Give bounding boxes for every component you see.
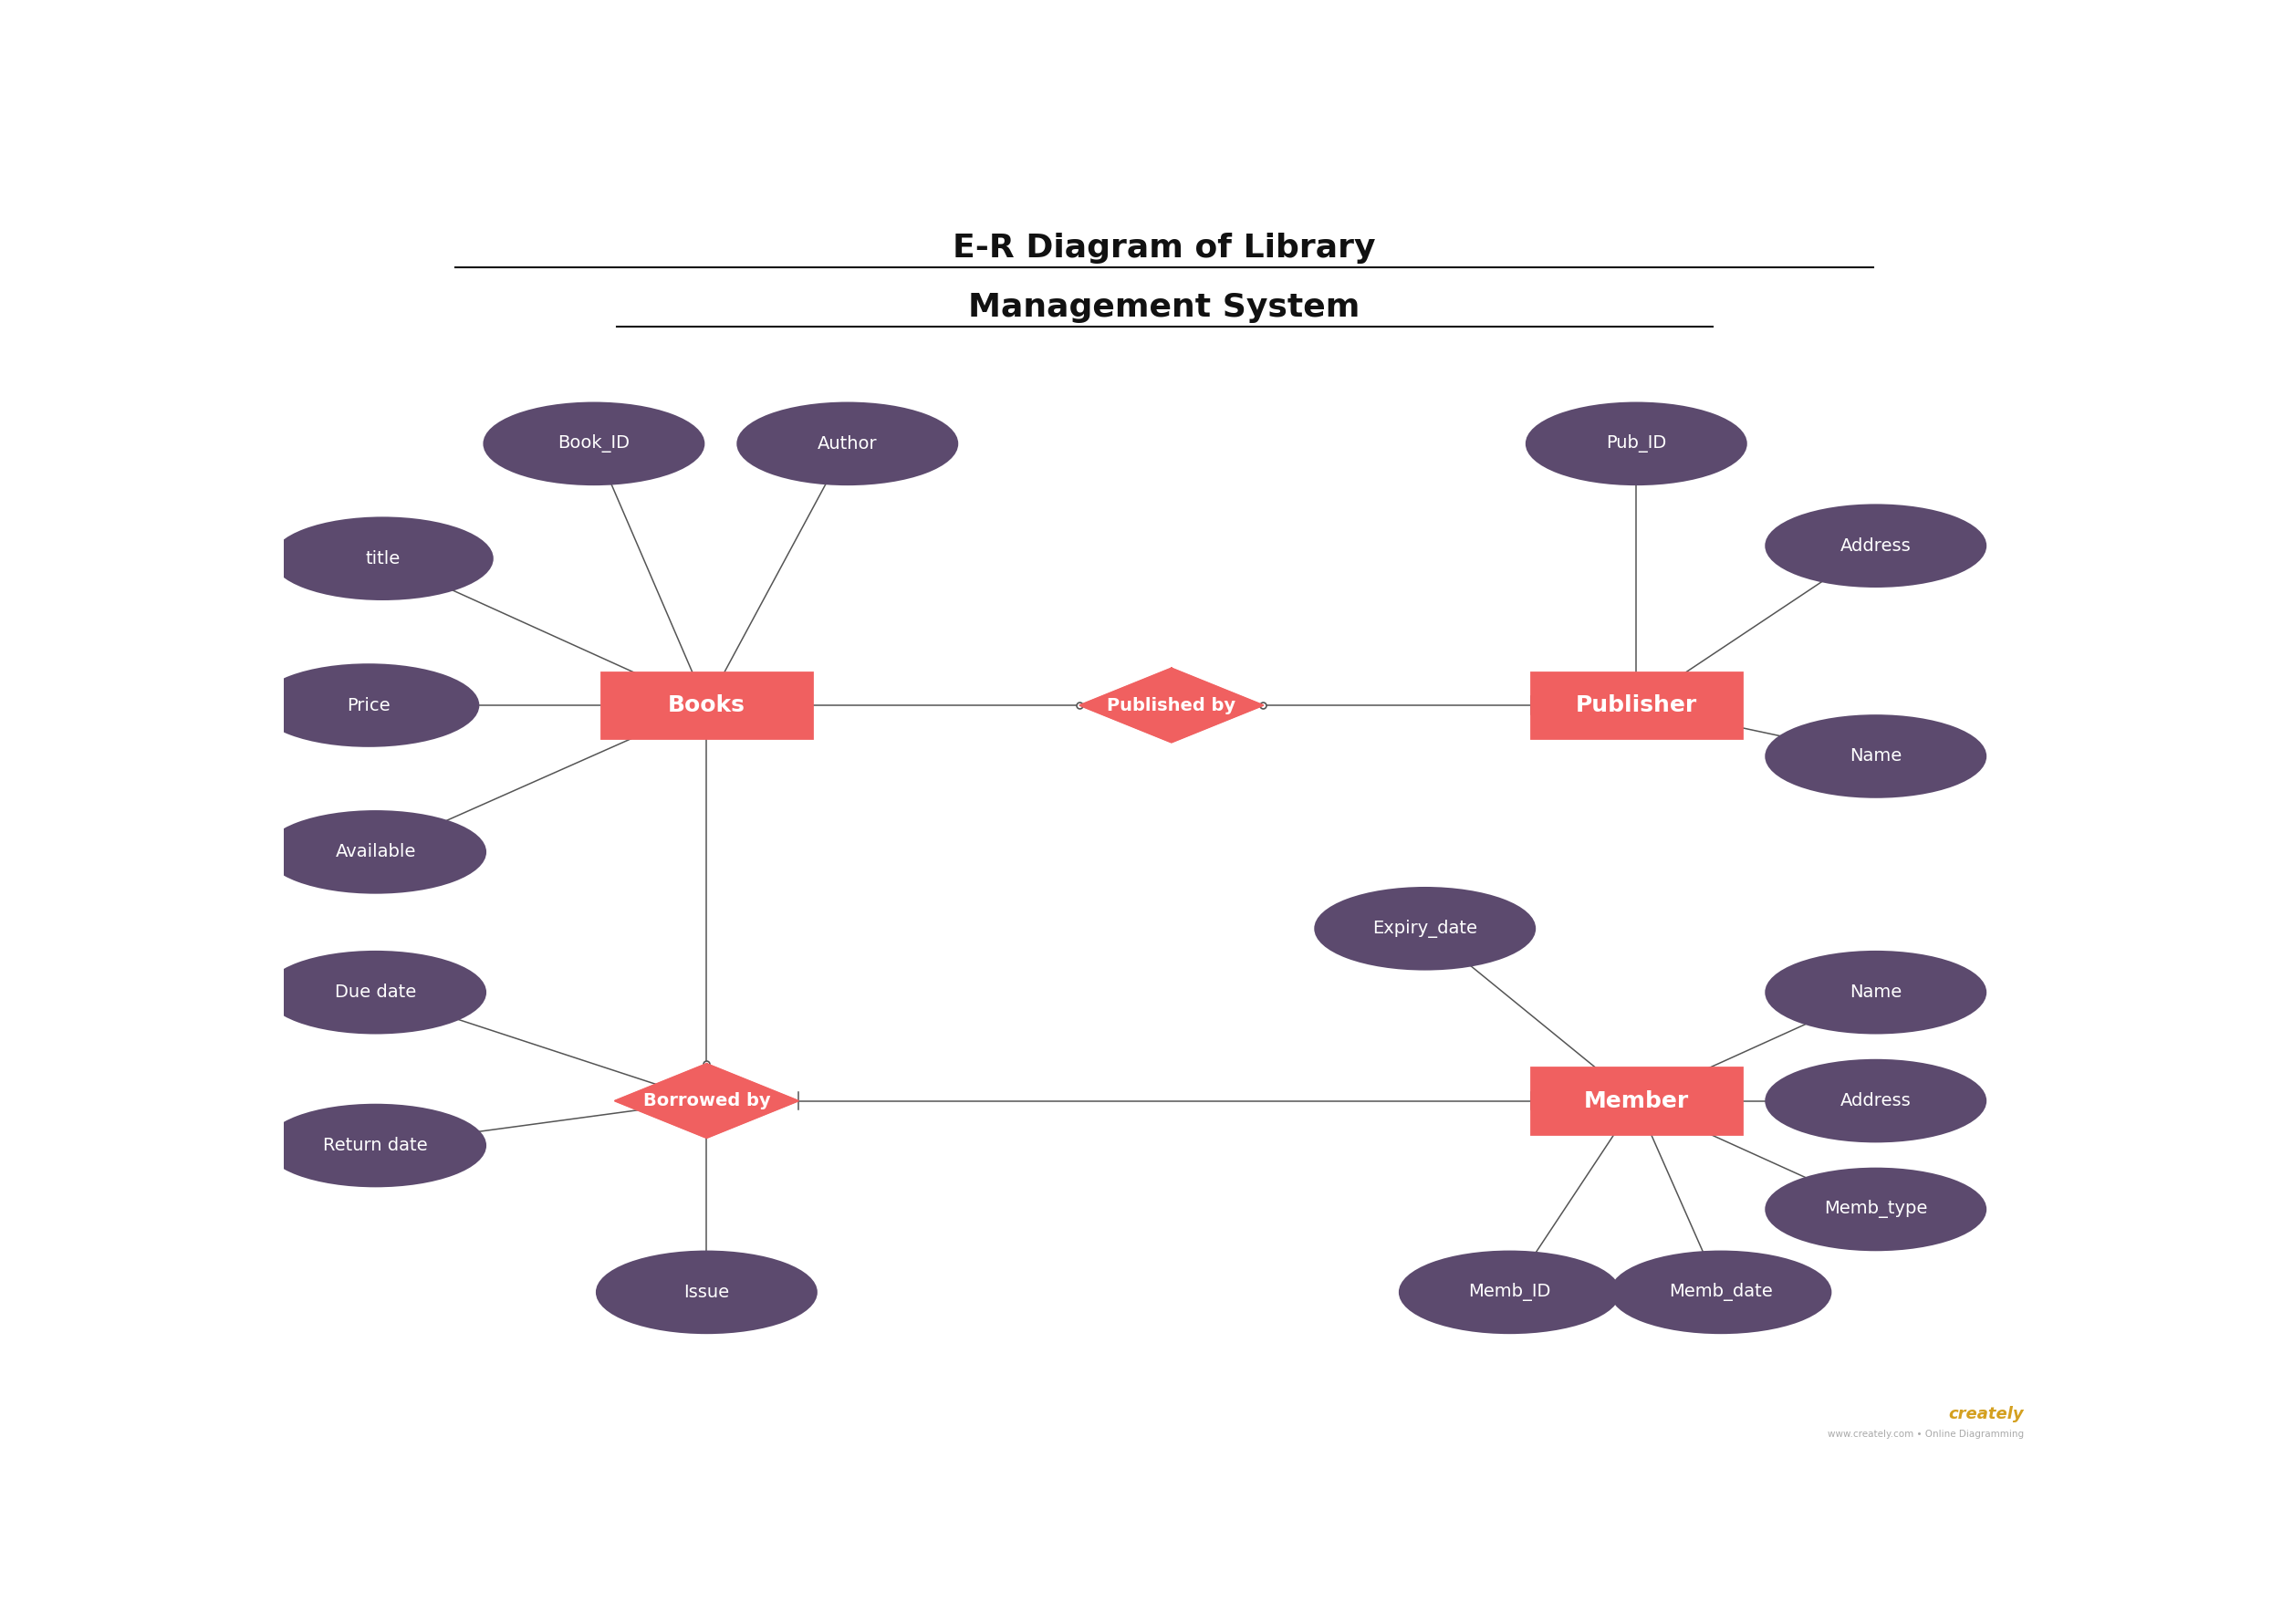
Ellipse shape <box>266 810 486 893</box>
Text: E-R Diagram of Library: E-R Diagram of Library <box>952 232 1377 265</box>
Text: Available: Available <box>336 843 416 861</box>
Text: www.creately.com • Online Diagramming: www.creately.com • Online Diagramming <box>1827 1429 2024 1439</box>
Ellipse shape <box>266 1104 486 1186</box>
Text: Due date: Due date <box>334 984 416 1000</box>
Polygon shape <box>1079 669 1263 742</box>
Ellipse shape <box>273 518 493 599</box>
Text: Publisher: Publisher <box>1574 695 1697 716</box>
Text: Return date: Return date <box>323 1137 427 1155</box>
Ellipse shape <box>1611 1252 1831 1333</box>
Ellipse shape <box>259 664 479 745</box>
Ellipse shape <box>1765 952 1986 1033</box>
Text: Published by: Published by <box>1106 697 1236 715</box>
Text: Issue: Issue <box>684 1283 729 1301</box>
Ellipse shape <box>484 403 704 484</box>
FancyBboxPatch shape <box>1531 672 1743 739</box>
Ellipse shape <box>1765 505 1986 586</box>
Text: Book_ID: Book_ID <box>559 435 629 453</box>
Text: Books: Books <box>668 695 745 716</box>
Text: Address: Address <box>1840 538 1911 554</box>
Ellipse shape <box>1765 1060 1986 1142</box>
Ellipse shape <box>1765 1168 1986 1250</box>
Text: Member: Member <box>1584 1090 1688 1112</box>
Ellipse shape <box>598 1252 816 1333</box>
Text: Author: Author <box>818 435 877 453</box>
Text: Memb_ID: Memb_ID <box>1468 1283 1552 1301</box>
Text: Management System: Management System <box>968 292 1361 323</box>
Polygon shape <box>616 1064 797 1138</box>
Text: Expiry_date: Expiry_date <box>1372 919 1477 937</box>
Text: Memb_type: Memb_type <box>1824 1200 1927 1218</box>
Text: Name: Name <box>1849 984 1902 1000</box>
Ellipse shape <box>266 952 486 1033</box>
Ellipse shape <box>738 403 957 484</box>
Ellipse shape <box>1527 403 1747 484</box>
FancyBboxPatch shape <box>1531 1067 1743 1134</box>
Text: Pub_ID: Pub_ID <box>1606 435 1668 453</box>
Text: creately: creately <box>1949 1406 2024 1423</box>
Ellipse shape <box>1315 888 1536 970</box>
Text: Borrowed by: Borrowed by <box>643 1093 770 1109</box>
Text: Memb_date: Memb_date <box>1670 1283 1772 1301</box>
Text: title: title <box>366 551 400 567</box>
Text: Price: Price <box>348 697 391 715</box>
Text: Address: Address <box>1840 1093 1911 1109</box>
Ellipse shape <box>1400 1252 1620 1333</box>
Ellipse shape <box>1765 716 1986 797</box>
Text: Name: Name <box>1849 747 1902 765</box>
FancyBboxPatch shape <box>600 672 813 739</box>
